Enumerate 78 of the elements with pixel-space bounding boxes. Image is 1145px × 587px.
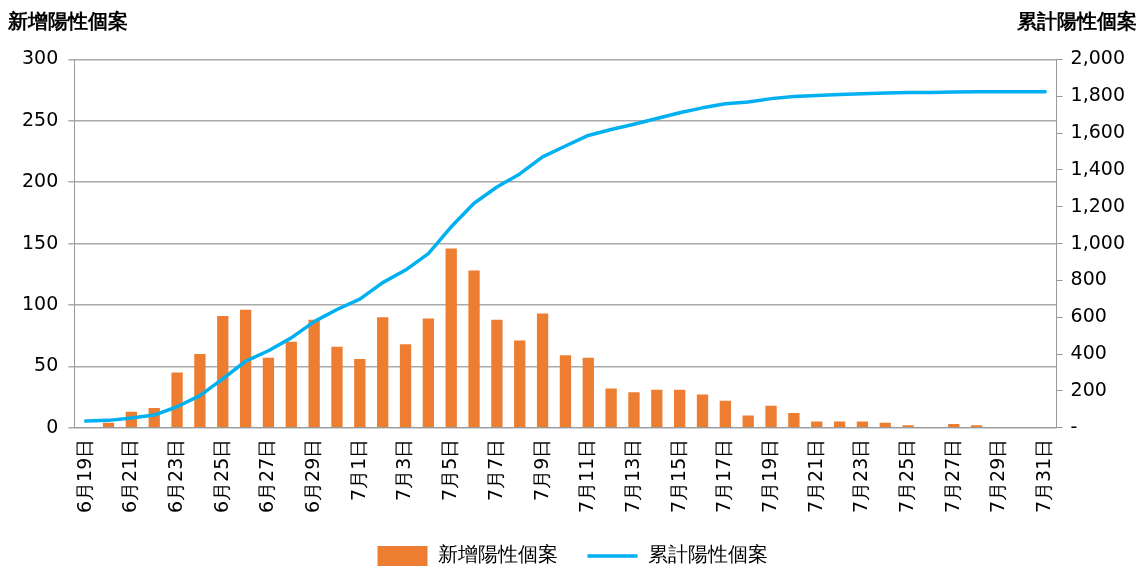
y-tick-label: 0 (46, 414, 59, 437)
bar (308, 319, 320, 427)
y-tick-label: 150 (22, 230, 59, 253)
bar (742, 415, 754, 427)
bar (719, 400, 732, 427)
bar (605, 388, 617, 427)
x-tick-label: 6月23日 (164, 438, 187, 513)
bar (856, 421, 869, 427)
x-tick-label: 7月17日 (712, 438, 735, 513)
bar (399, 344, 412, 427)
bar (491, 319, 503, 427)
bar (217, 316, 229, 427)
bar (674, 389, 686, 427)
y2-tick-label: 1,200 (1070, 193, 1126, 216)
bar (468, 270, 480, 427)
y2-tick-label: 1,600 (1070, 120, 1126, 142)
y-tick-label: 300 (22, 46, 59, 69)
bar (948, 424, 960, 427)
x-tick-label: 7月31日 (1032, 438, 1055, 513)
bar (239, 309, 252, 427)
x-tick-label: 7月21日 (803, 438, 826, 513)
x-tick-label: 6月25日 (209, 438, 232, 513)
x-tick-label: 6月21日 (118, 438, 141, 513)
x-tick-label: 7月27日 (940, 438, 963, 513)
y2-axis-title: 累計陽性個案 (1017, 8, 1137, 35)
bar (628, 392, 640, 427)
bar (171, 372, 183, 427)
y2-tick-label: 400 (1070, 341, 1107, 364)
y2-tick-label: 600 (1070, 304, 1107, 327)
bar (788, 413, 800, 427)
y2-tick-label: 1,800 (1070, 83, 1126, 106)
y2-tick-label: 2,000 (1070, 46, 1126, 69)
x-tick-label: 7月25日 (895, 438, 918, 513)
bar (377, 317, 389, 427)
x-tick-label: 6月19日 (72, 438, 95, 513)
x-tick-label: 7月1日 (346, 438, 369, 501)
y-tick-label: 250 (22, 107, 59, 130)
bar (696, 394, 709, 427)
bar (536, 313, 549, 427)
bar (445, 248, 457, 427)
y-tick-label: 100 (22, 291, 59, 314)
bar (559, 355, 572, 427)
bar (102, 422, 115, 427)
bar (765, 405, 777, 427)
y2-tick-label: - (1070, 414, 1078, 437)
y2-tick-label: 800 (1070, 267, 1107, 290)
legend-label: 新增陽性個案 (437, 542, 558, 567)
bar (285, 341, 297, 427)
x-tick-label: 6月29日 (301, 438, 324, 513)
bar (354, 358, 366, 427)
bar (651, 389, 663, 427)
legend-label: 累計陽性個案 (647, 542, 768, 567)
x-tick-label: 7月13日 (620, 438, 643, 513)
bar (833, 421, 846, 427)
y2-tick-label: 1,400 (1070, 156, 1126, 179)
x-tick-label: 7月11日 (575, 438, 598, 513)
x-tick-label: 7月3日 (392, 438, 415, 501)
x-tick-label: 7月19日 (757, 438, 780, 513)
y-tick-label: 50 (34, 353, 59, 376)
bar (879, 422, 891, 427)
x-tick-label: 7月5日 (438, 438, 461, 501)
y-axis-title: 新增陽性個案 (8, 8, 128, 35)
x-tick-label: 7月15日 (666, 438, 689, 513)
x-tick-label: 6月27日 (255, 438, 278, 513)
bar (262, 357, 275, 427)
y2-tick-label: 200 (1070, 377, 1107, 400)
x-tick-label: 7月29日 (986, 438, 1009, 513)
y-tick-label: 200 (22, 169, 59, 192)
y2-tick-label: 1,000 (1070, 230, 1126, 253)
bar (811, 421, 823, 427)
bar (331, 346, 343, 427)
bar (582, 357, 594, 427)
x-tick-label: 7月23日 (849, 438, 872, 513)
x-tick-label: 7月9日 (529, 438, 552, 501)
bar (194, 354, 206, 427)
x-tick-label: 7月7日 (483, 438, 506, 501)
bar (514, 340, 526, 427)
bar (422, 318, 435, 427)
